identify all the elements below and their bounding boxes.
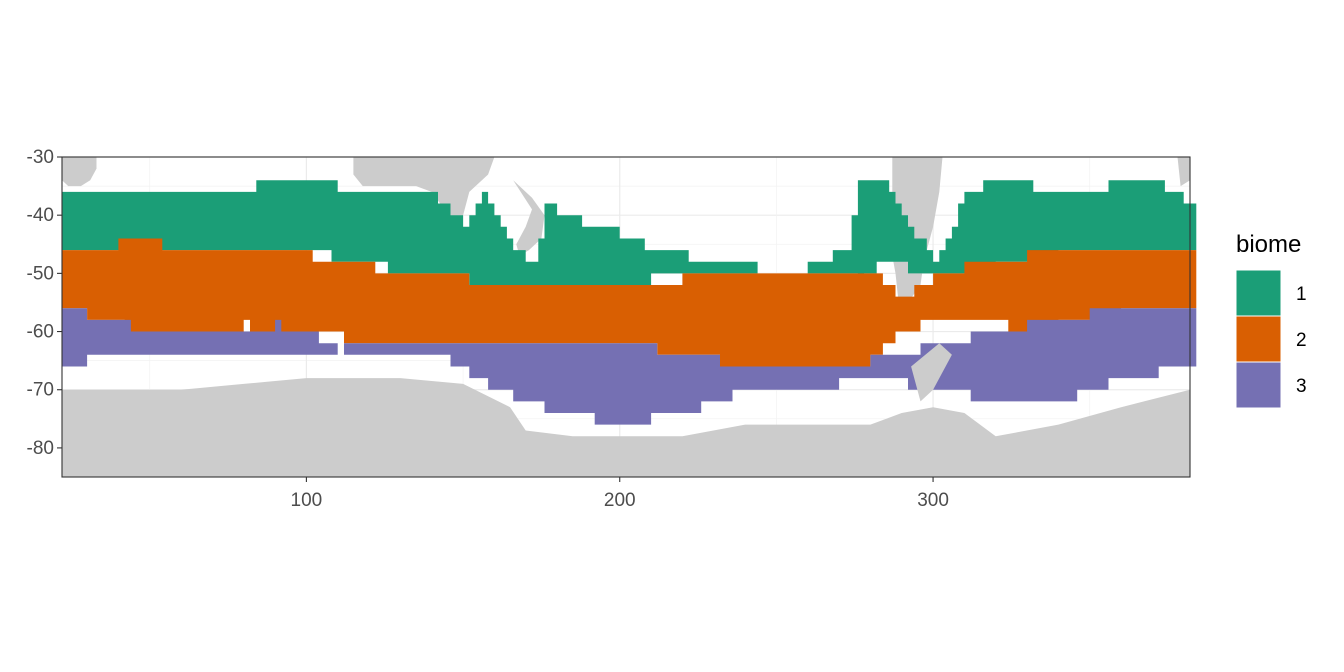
legend-key-2 [1235, 315, 1282, 363]
biome-regions [62, 180, 1197, 425]
legend: biome 1 2 3 [1235, 231, 1307, 409]
panel-border [61, 156, 1191, 478]
biome-2-region [62, 238, 1197, 367]
land-areas [62, 157, 1190, 303]
antarctic-peninsula [911, 343, 952, 402]
y-tick-label: -30 [27, 147, 54, 168]
x-tick-label: 300 [917, 490, 949, 511]
legend-key-3 [1235, 361, 1282, 409]
legend-label-2: 2 [1296, 330, 1307, 351]
legend-label-3: 3 [1296, 376, 1307, 397]
antarctica-land [62, 343, 1190, 477]
legend-key-1 [1235, 269, 1282, 317]
axes: -30 -40 -50 -60 -70 -80 100 200 300 [27, 147, 949, 511]
land-mass-3 [889, 157, 943, 303]
antarctica [62, 378, 1190, 477]
x-tick-label: 200 [604, 490, 636, 511]
land-mass-4 [1177, 157, 1190, 187]
y-tick-label: -40 [27, 205, 54, 226]
legend-title: biome [1236, 231, 1301, 258]
land-mass-0 [62, 157, 97, 187]
y-tick-label: -50 [27, 263, 54, 284]
biome-1-region [62, 180, 1197, 285]
y-tick-label: -70 [27, 380, 54, 401]
land-mass-2 [513, 180, 545, 256]
biome-3-region [62, 308, 1197, 425]
y-tick-label: -80 [27, 438, 54, 459]
y-tick-label: -60 [27, 322, 54, 343]
land-mass-1 [353, 157, 495, 233]
legend-label-1: 1 [1296, 284, 1307, 305]
x-tick-label: 100 [291, 490, 323, 511]
